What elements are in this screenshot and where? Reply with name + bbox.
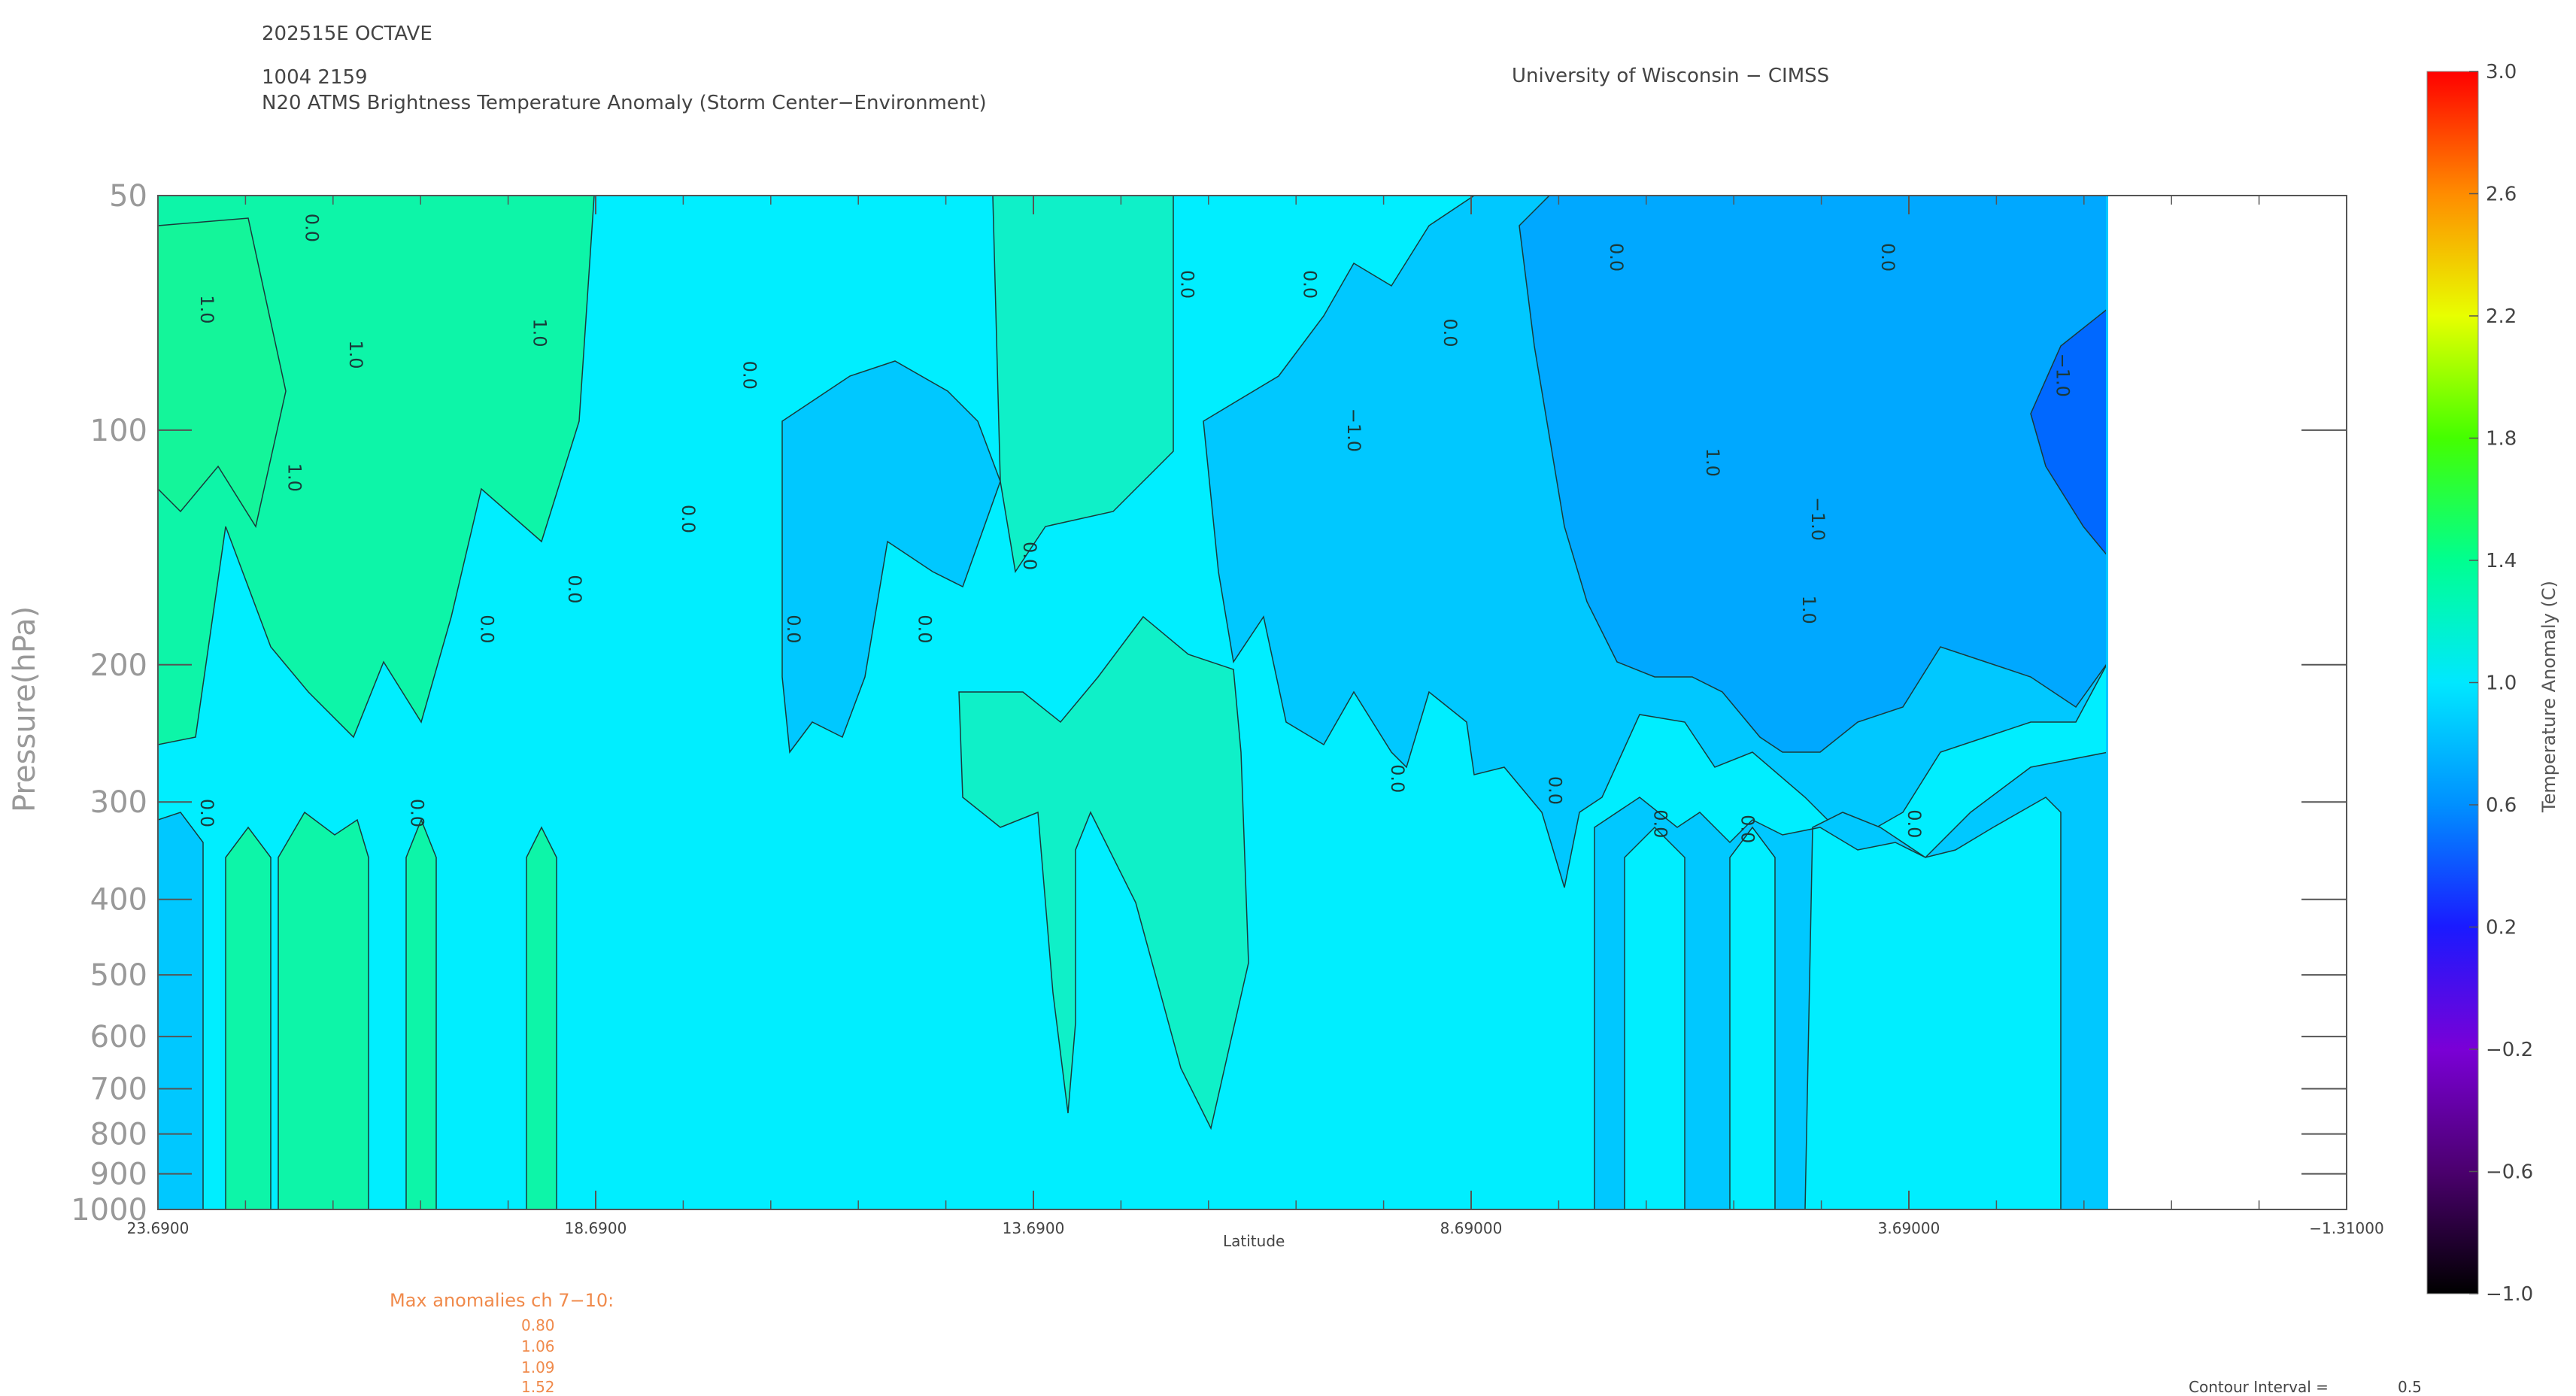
contour-label: 0.0 — [1440, 318, 1461, 347]
contour-label: 0.0 — [196, 799, 217, 827]
institution: University of Wisconsin − CIMSS — [1512, 65, 1830, 87]
y-tick-label: 1000 — [71, 1193, 147, 1228]
fill-deepblue — [2030, 308, 2108, 558]
storm-name: 202515E OCTAVE — [262, 23, 432, 45]
contour-label: 0.0 — [302, 214, 323, 242]
contour-label: 1.0 — [196, 295, 217, 323]
fill-green-upper-mid — [992, 196, 1174, 573]
contour-labels: 1.0 1.0 1.0 1.0 0.0 0.0 0.0 0.0 0.0 0.0 0.0 0.0 0.0 0… — [196, 214, 2074, 844]
x-tick-label: 23.6900 — [127, 1219, 190, 1237]
y-tick-label: 100 — [90, 414, 147, 448]
colorbar-tick-label: 2.2 — [2486, 305, 2517, 328]
contour-label: 0.0 — [915, 615, 936, 643]
contour-label: −1.0 — [2053, 354, 2074, 397]
contour-label: 0.0 — [1177, 270, 1198, 299]
date-time: 1004 2159 — [262, 66, 368, 89]
max-anomaly-value: 1.09 — [521, 1358, 555, 1376]
contour-label: 0.0 — [1387, 764, 1408, 793]
colorbar-tick-label: 2.6 — [2486, 184, 2517, 206]
y-tick-label: 500 — [90, 958, 147, 993]
contour-label: 0.0 — [1545, 776, 1566, 805]
colorbar-tick-label: 0.2 — [2486, 917, 2517, 939]
fill-mediumblue-right — [1519, 196, 2108, 753]
x-axis-label: Latitude — [1223, 1232, 1285, 1250]
colorbar-ticks: 3.0 2.6 2.2 1.8 1.4 1.0 0.6 0.2 −0.2 −0.6 −1.0 — [2469, 61, 2533, 1306]
colorbar-tick-label: 3.0 — [2486, 61, 2517, 83]
contour-label: 0.0 — [1649, 809, 1670, 838]
y-tick-label: 200 — [90, 648, 147, 683]
contour-label: 0.0 — [1737, 815, 1758, 843]
no-data-area — [2108, 196, 2347, 1209]
colorbar-tick-label: −0.2 — [2486, 1039, 2533, 1061]
colorbar-label: Temperature Anomaly (C) — [2538, 580, 2559, 812]
y-tick-label: 300 — [90, 785, 147, 820]
contour-label: 0.0 — [564, 575, 585, 603]
fill-green-col-1 — [225, 826, 272, 1209]
fill-blue-lower-left — [158, 812, 204, 1209]
x-tick-label: 3.69000 — [1878, 1219, 1940, 1237]
x-tick-label: −1.31000 — [2309, 1219, 2383, 1237]
contour-label: −1.0 — [1343, 408, 1364, 452]
x-tick-label: 8.69000 — [1440, 1219, 1503, 1237]
y-tick-label: 400 — [90, 883, 147, 918]
x-axis-ticks: 23.6900 18.6900 13.6900 8.69000 3.69000 −1.31… — [127, 196, 2384, 1237]
contour-label: 1.0 — [1702, 448, 1723, 477]
contour-label: 0.0 — [1606, 243, 1627, 272]
contour-label: 0.0 — [1877, 243, 1898, 272]
anomaly-contour-fills — [158, 196, 2108, 1209]
contour-interval-value: 0.5 — [2398, 1378, 2422, 1396]
contour-label: 1.0 — [284, 463, 305, 492]
contour-label: 0.0 — [406, 799, 427, 827]
x-tick-label: 18.6900 — [565, 1219, 627, 1237]
fill-blue-mid-left — [781, 360, 1001, 754]
contour-label: 0.0 — [783, 615, 804, 643]
contour-label: 0.0 — [678, 505, 699, 533]
contour-label: 0.0 — [1300, 270, 1321, 299]
contour-label: −1.0 — [1807, 497, 1828, 541]
y-tick-label: 600 — [90, 1020, 147, 1055]
fill-green-col-2 — [278, 811, 369, 1209]
colorbar-tick-label: −0.6 — [2486, 1161, 2533, 1184]
fill-green-upper-left-strong — [158, 217, 287, 528]
colorbar-tick-label: 1.0 — [2486, 672, 2517, 695]
y-tick-label: 900 — [90, 1158, 147, 1192]
plot-frame — [157, 195, 2347, 1210]
colorbar-tick-label: 1.8 — [2486, 428, 2517, 451]
contour-label: 0.0 — [477, 615, 498, 643]
contour-label: 1.0 — [345, 340, 366, 369]
contour-label: 1.0 — [1798, 596, 1819, 624]
max-anomaly-value: 0.80 — [521, 1316, 555, 1334]
contour-interval-label: Contour Interval = — [2189, 1378, 2329, 1396]
max-anomaly-value: 1.06 — [521, 1337, 555, 1355]
colorbar-tick-label: 1.4 — [2486, 550, 2517, 572]
contour-label: 0.0 — [1019, 542, 1040, 570]
max-anomaly-value: 1.52 — [521, 1378, 555, 1396]
fill-blue-lower-right — [1594, 751, 2108, 1209]
colorbar-tick-label: −1.0 — [2486, 1283, 2533, 1306]
fill-green-col-3 — [405, 818, 437, 1209]
contour-label: 1.0 — [529, 318, 550, 347]
contour-label: 0.0 — [739, 361, 760, 390]
y-tick-label: 50 — [109, 179, 147, 214]
contour-label: 0.0 — [1904, 809, 1925, 838]
fill-green-col-4 — [526, 826, 557, 1209]
fill-green-lower-mid — [958, 615, 1249, 1130]
x-tick-label: 13.6900 — [1003, 1219, 1065, 1237]
colorbar-tick-label: 0.6 — [2486, 794, 2517, 817]
y-tick-label: 800 — [90, 1118, 147, 1152]
product-title: N20 ATMS Brightness Temperature Anomaly … — [262, 92, 987, 114]
y-tick-label: 700 — [90, 1073, 147, 1107]
max-anomalies-label: Max anomalies ch 7−10: — [390, 1290, 614, 1311]
y-axis-label: Pressure(hPa) — [8, 605, 42, 812]
